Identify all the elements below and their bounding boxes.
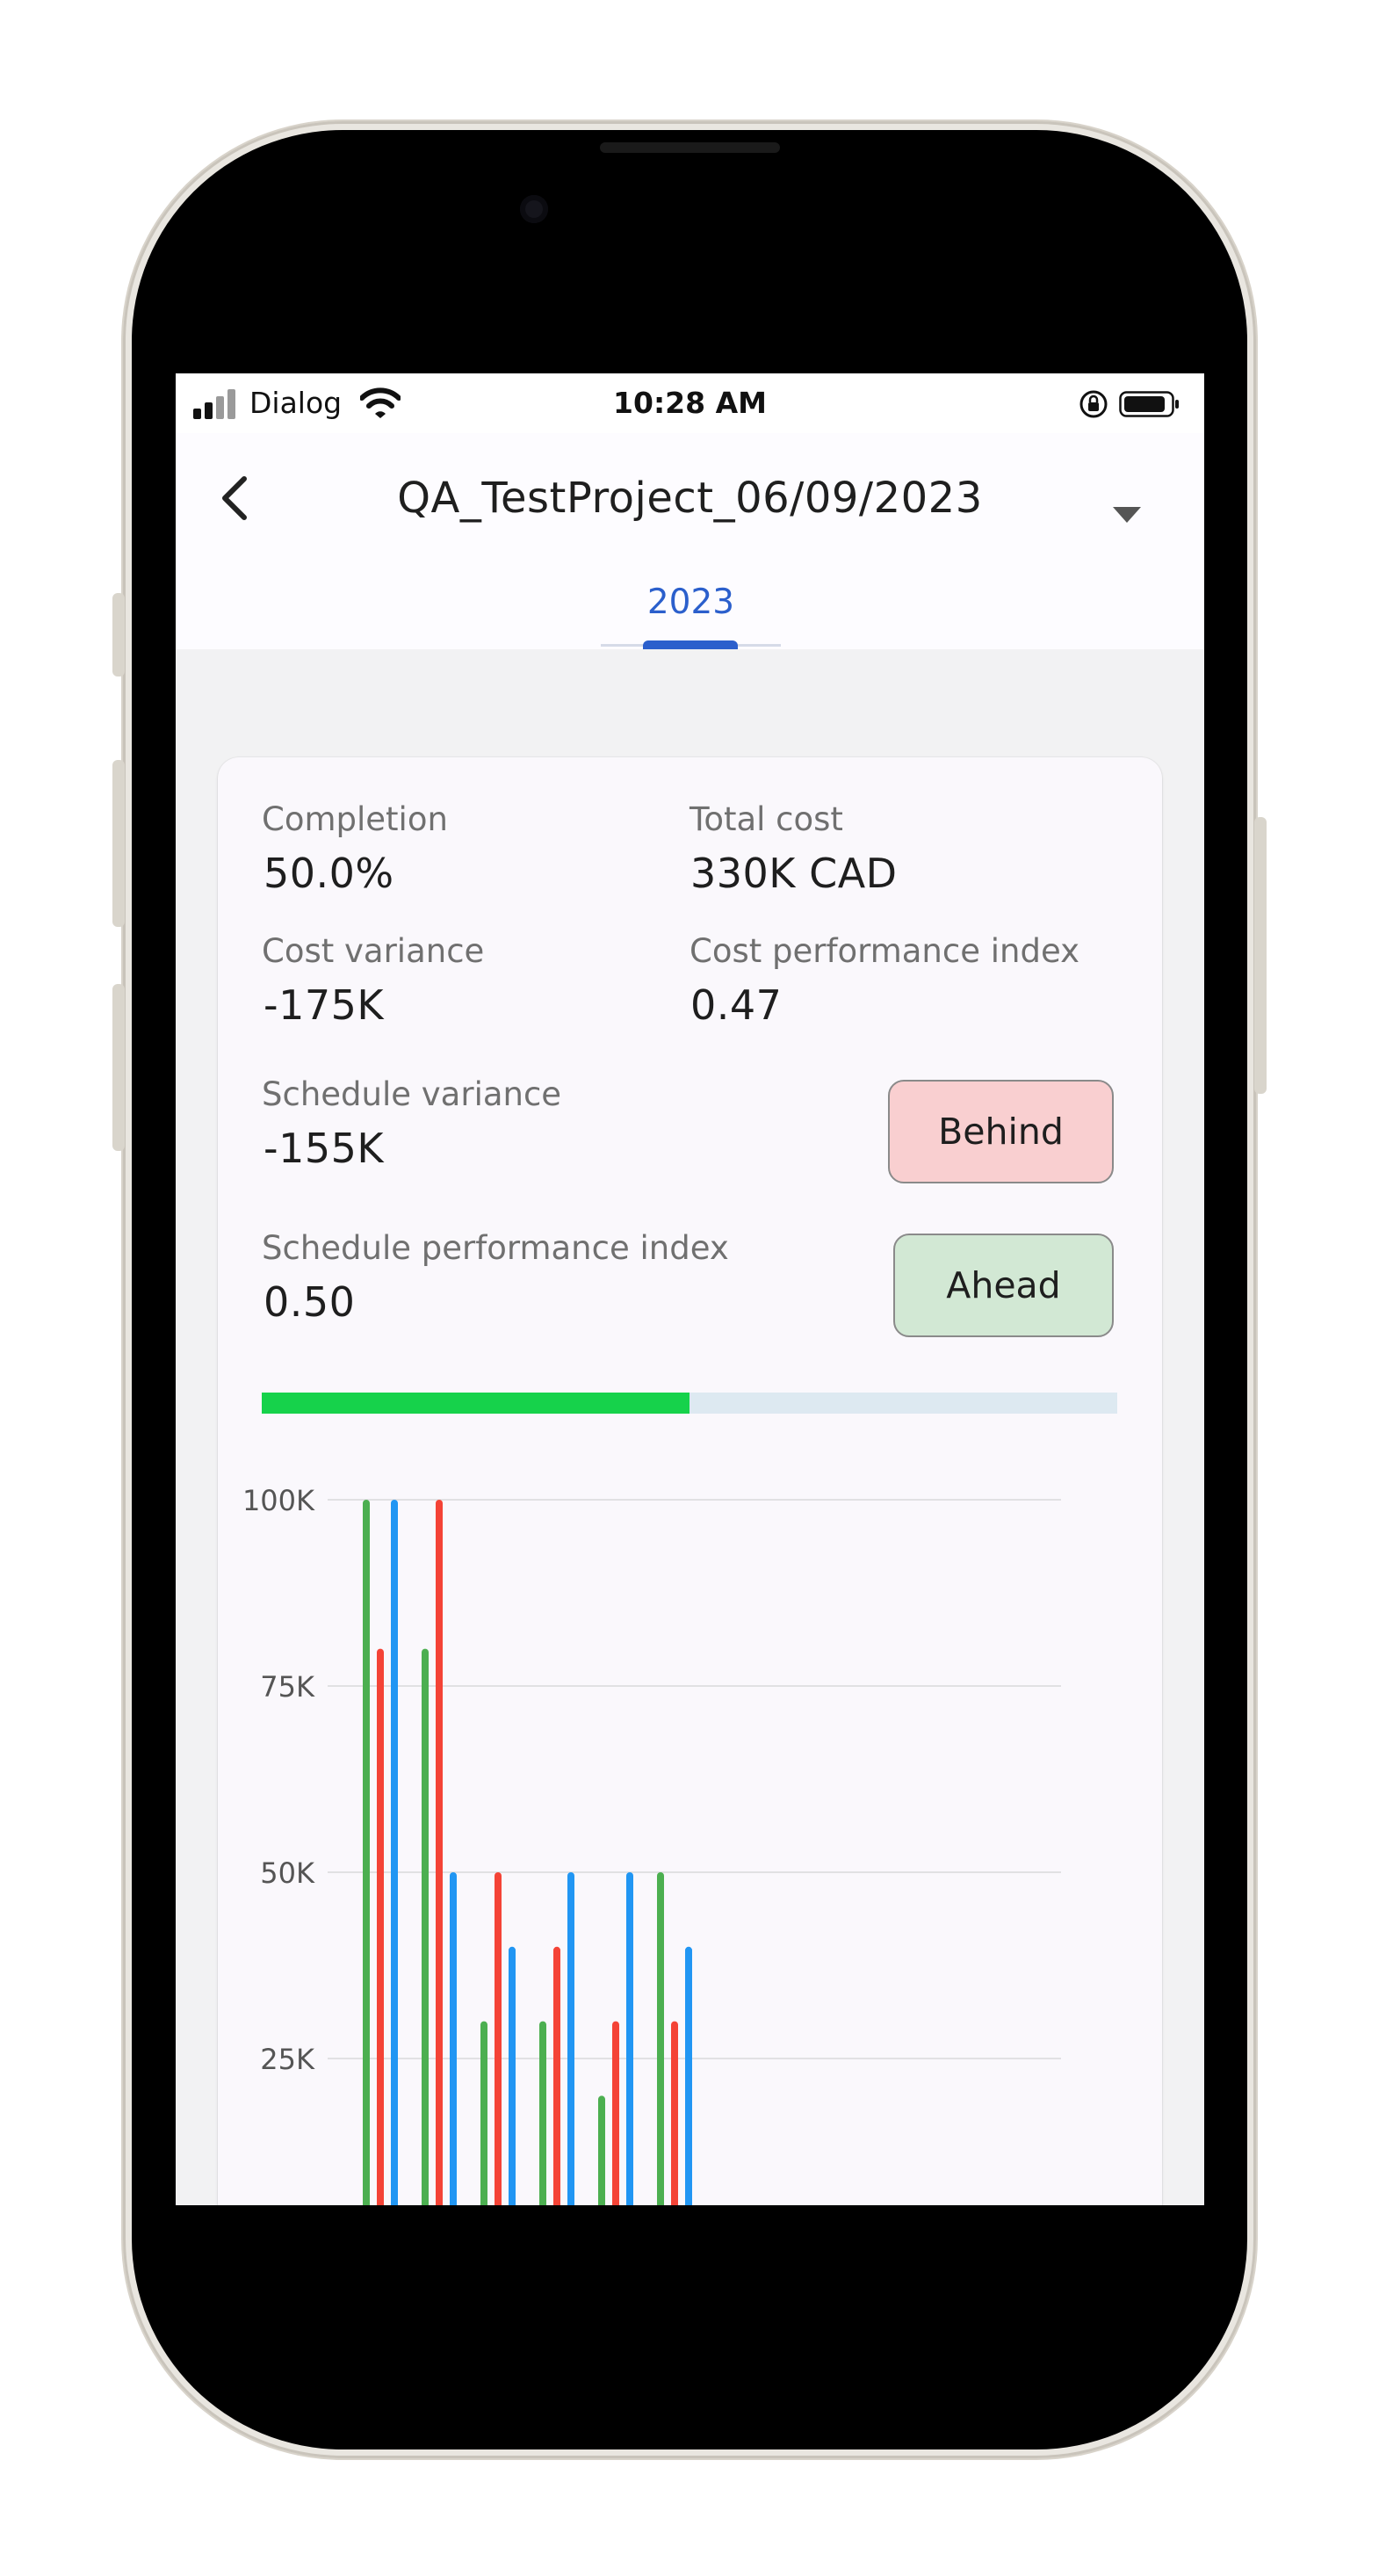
chart-bar bbox=[612, 2021, 619, 2205]
ahead-button[interactable]: Ahead bbox=[893, 1234, 1114, 1337]
volume-up-button bbox=[112, 760, 125, 927]
chart-bar bbox=[553, 1946, 560, 2205]
completion-value: 50.0% bbox=[264, 850, 394, 897]
mute-switch bbox=[112, 593, 125, 677]
cost-performance-index-value: 0.47 bbox=[690, 981, 783, 1029]
carrier-name: Dialog bbox=[249, 386, 343, 420]
y-tick-label: 50K bbox=[260, 1856, 315, 1890]
cost-performance-index-label: Cost performance index bbox=[690, 932, 1079, 970]
status-bar: Dialog 10:28 AM bbox=[176, 373, 1204, 433]
speaker-grille bbox=[600, 142, 780, 153]
schedule-performance-index-label: Schedule performance index bbox=[262, 1229, 729, 1267]
back-arrow-icon[interactable] bbox=[211, 472, 264, 525]
completion-progress-fill bbox=[262, 1393, 690, 1414]
front-camera bbox=[520, 195, 548, 223]
chart-bar bbox=[480, 2021, 487, 2205]
volume-down-button bbox=[112, 984, 125, 1151]
y-tick-label: 25K bbox=[260, 2043, 315, 2076]
completion-progress-bar bbox=[262, 1393, 1117, 1414]
metrics-card: Completion 50.0% Total cost 330K CAD Cos… bbox=[218, 757, 1162, 2205]
tab-bar: 2023 bbox=[176, 563, 1204, 649]
chart-bar bbox=[450, 1872, 457, 2205]
app-bar: QA_TestProject_06/09/2023 bbox=[176, 433, 1204, 563]
power-button bbox=[1254, 817, 1267, 1094]
schedule-variance-label: Schedule variance bbox=[262, 1075, 562, 1113]
chart-bar bbox=[377, 1648, 384, 2205]
total-cost-label: Total cost bbox=[690, 800, 843, 838]
chart-bar bbox=[391, 1500, 398, 2205]
chart-bar bbox=[495, 1872, 502, 2205]
chart-bar bbox=[509, 1946, 516, 2205]
chart-bar bbox=[422, 1648, 429, 2205]
chart-bar bbox=[671, 2021, 678, 2205]
schedule-performance-index-value: 0.50 bbox=[264, 1278, 356, 1326]
completion-label: Completion bbox=[262, 800, 448, 838]
cost-bar-chart: 25K 50K 75K 100K bbox=[242, 1484, 1061, 2205]
status-time: 10:28 AM bbox=[613, 386, 767, 420]
chart-bar bbox=[567, 1872, 574, 2205]
chart-bar bbox=[436, 1500, 443, 2205]
schedule-variance-value: -155K bbox=[264, 1125, 385, 1172]
total-cost-value: 330K CAD bbox=[690, 850, 898, 897]
bottom-bezel bbox=[176, 2205, 1204, 2311]
battery-icon bbox=[1119, 391, 1179, 417]
cost-variance-value: -175K bbox=[264, 981, 385, 1029]
orientation-lock-icon bbox=[1079, 390, 1108, 418]
screen: Dialog 10:28 AM QA_TestProject_06/09/202… bbox=[176, 373, 1204, 2205]
signal-icon bbox=[193, 389, 235, 419]
wifi-icon bbox=[360, 387, 401, 418]
project-title[interactable]: QA_TestProject_06/09/2023 bbox=[397, 474, 983, 523]
chart-bar bbox=[539, 2021, 546, 2205]
y-tick-label: 100K bbox=[242, 1484, 315, 1517]
dropdown-arrow-icon[interactable] bbox=[1109, 505, 1144, 525]
tab-indicator bbox=[643, 640, 738, 649]
chart-bar bbox=[685, 1946, 692, 2205]
tab-2023[interactable]: 2023 bbox=[646, 582, 735, 622]
chart-bar bbox=[598, 2095, 605, 2205]
chart-bar bbox=[626, 1872, 633, 2205]
chart-bar bbox=[657, 1872, 664, 2205]
behind-button[interactable]: Behind bbox=[888, 1080, 1114, 1183]
cost-variance-label: Cost variance bbox=[262, 932, 485, 970]
chart-bar bbox=[363, 1500, 370, 2205]
y-tick-label: 75K bbox=[260, 1670, 315, 1704]
